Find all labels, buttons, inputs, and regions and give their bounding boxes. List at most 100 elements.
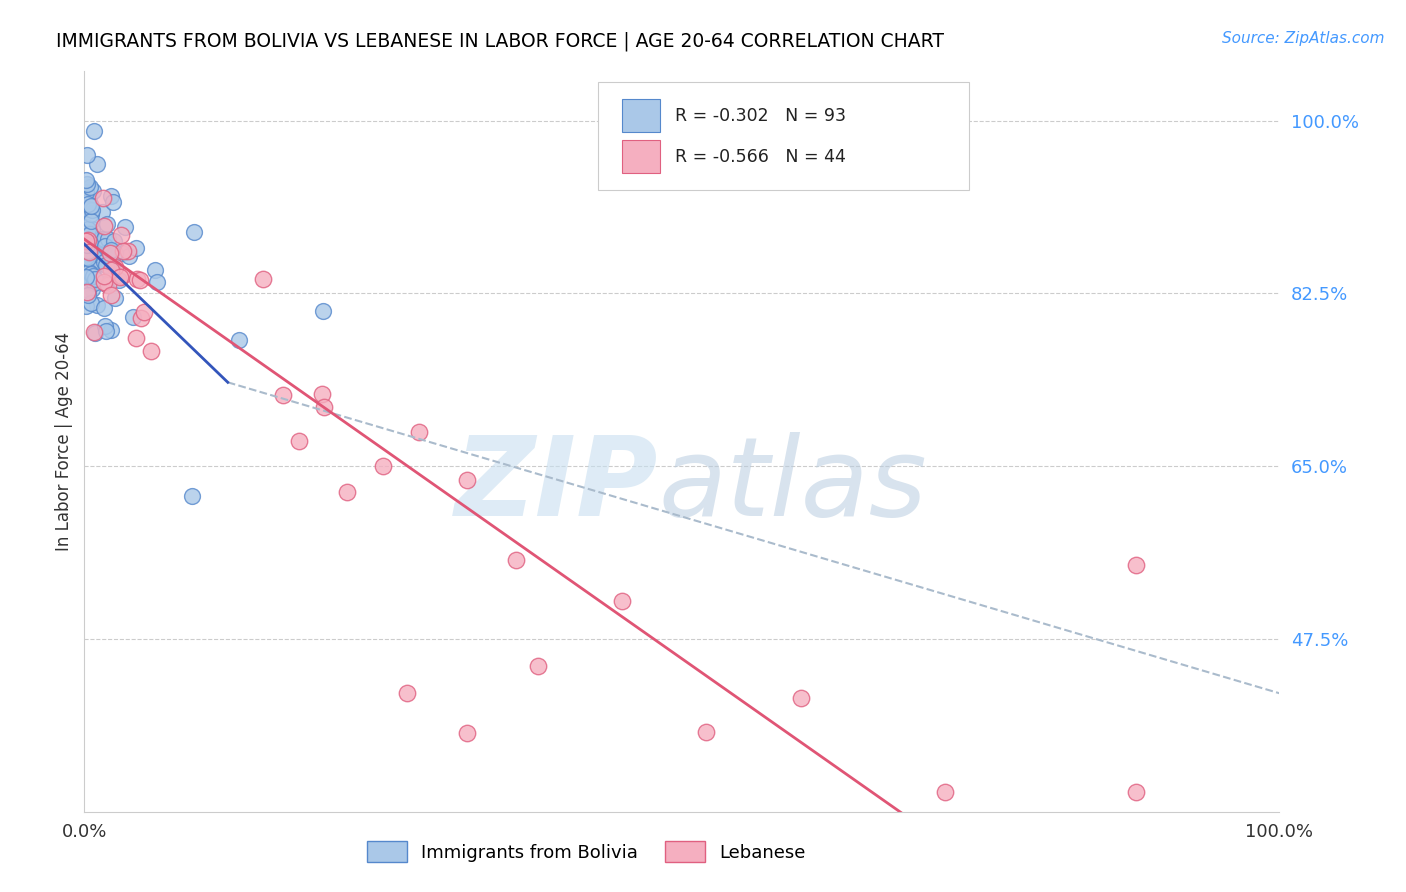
Point <box>97 277 120 292</box>
Point <box>86 235 108 250</box>
Point <box>80 203 103 218</box>
Point <box>505 553 527 567</box>
Point <box>76 237 98 252</box>
Point <box>1125 785 1147 799</box>
Point <box>93 191 115 205</box>
Point <box>98 246 121 260</box>
Point <box>312 400 335 414</box>
Point <box>84 271 107 285</box>
Point <box>79 261 101 276</box>
Point <box>80 267 103 281</box>
Point <box>132 305 155 319</box>
Text: R = -0.302   N = 93: R = -0.302 N = 93 <box>675 107 846 125</box>
Point <box>80 259 103 273</box>
Point <box>114 219 136 234</box>
Point <box>79 235 101 250</box>
Point <box>129 310 152 325</box>
Point <box>76 271 98 285</box>
Point <box>76 288 98 302</box>
Point <box>80 281 103 295</box>
Point <box>82 184 104 198</box>
Point <box>75 173 97 187</box>
Point <box>93 301 115 315</box>
Point <box>94 277 117 291</box>
Point <box>100 249 122 263</box>
Point <box>82 246 104 260</box>
Point <box>80 222 103 236</box>
Point <box>75 299 97 313</box>
Point <box>125 331 148 345</box>
Point <box>125 241 148 255</box>
Point <box>79 247 101 261</box>
Point <box>80 213 103 227</box>
Point <box>80 199 103 213</box>
Point <box>86 157 108 171</box>
Point <box>100 244 122 258</box>
Point <box>108 272 131 286</box>
Point <box>117 244 139 258</box>
Point <box>76 147 98 161</box>
Point <box>79 202 101 217</box>
Point <box>77 196 100 211</box>
Point <box>695 724 717 739</box>
Y-axis label: In Labor Force | Age 20-64: In Labor Force | Age 20-64 <box>55 332 73 551</box>
Point <box>183 225 205 239</box>
Point <box>94 318 117 333</box>
Point <box>146 275 169 289</box>
Point <box>111 269 134 284</box>
Point <box>312 303 335 318</box>
Point <box>93 232 115 246</box>
Point <box>100 323 122 337</box>
Point <box>181 489 204 503</box>
Point <box>139 344 162 359</box>
FancyBboxPatch shape <box>623 100 661 132</box>
Point <box>100 288 122 302</box>
Point <box>271 387 294 401</box>
Point <box>83 260 105 275</box>
Point <box>1125 558 1147 572</box>
Point <box>104 260 127 274</box>
Point <box>97 232 120 246</box>
Point <box>104 246 127 260</box>
Text: IMMIGRANTS FROM BOLIVIA VS LEBANESE IN LABOR FORCE | AGE 20-64 CORRELATION CHART: IMMIGRANTS FROM BOLIVIA VS LEBANESE IN L… <box>56 31 945 51</box>
Point <box>79 226 101 240</box>
Point <box>86 247 108 261</box>
Point <box>77 244 100 259</box>
Point <box>311 386 333 401</box>
Point <box>93 275 115 289</box>
Point <box>75 234 97 248</box>
Point <box>612 593 634 607</box>
Point <box>143 262 166 277</box>
Point <box>288 434 311 448</box>
Point <box>101 195 124 210</box>
Legend: Immigrants from Bolivia, Lebanese: Immigrants from Bolivia, Lebanese <box>360 834 813 870</box>
Point <box>86 298 108 312</box>
Point <box>101 258 124 272</box>
Point <box>77 194 100 208</box>
Point <box>112 244 135 259</box>
Point <box>110 228 132 243</box>
Point <box>75 250 97 264</box>
Point <box>76 178 98 192</box>
Point <box>79 244 101 259</box>
Point <box>125 271 148 285</box>
Text: atlas: atlas <box>658 433 927 540</box>
Point <box>94 258 117 272</box>
Point <box>77 251 100 265</box>
FancyBboxPatch shape <box>599 82 969 190</box>
Text: ZIP: ZIP <box>454 433 658 540</box>
Point <box>77 244 100 259</box>
Point <box>86 274 108 288</box>
Point <box>75 220 97 235</box>
Text: Source: ZipAtlas.com: Source: ZipAtlas.com <box>1222 31 1385 46</box>
Point <box>77 238 100 252</box>
Point <box>76 202 98 216</box>
Point <box>373 458 395 473</box>
Point <box>82 268 104 283</box>
Point <box>83 276 105 290</box>
Point <box>100 188 122 202</box>
Point <box>527 659 550 673</box>
Point <box>77 254 100 268</box>
Point <box>110 270 132 285</box>
Point <box>91 205 114 219</box>
